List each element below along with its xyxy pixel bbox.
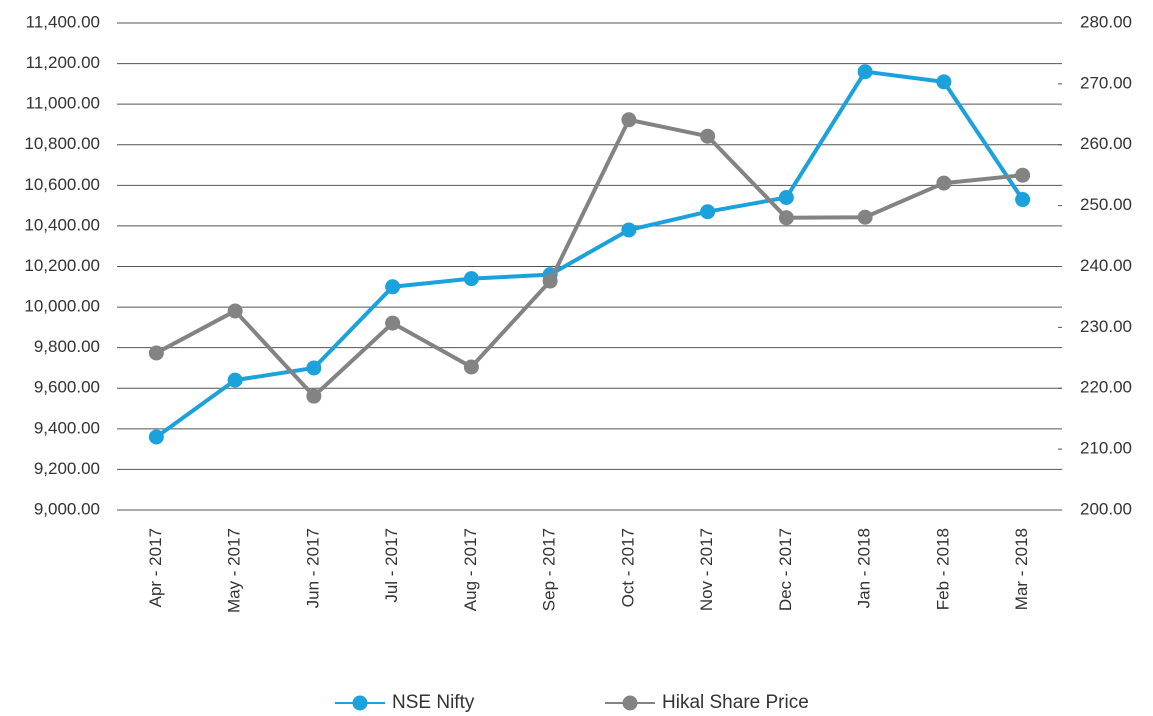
point [306,360,322,376]
point [778,210,794,226]
y2-tick-label: 240.00 [1080,256,1132,275]
point [621,112,637,128]
y2-tick-label: 250.00 [1080,195,1132,214]
legend-marker [622,695,638,711]
y-tick-label: 9,400.00 [34,418,100,437]
y-tick-label: 11,000.00 [26,94,100,113]
legend-label: Hikal Share Price [662,692,809,713]
point [148,345,164,361]
y-tick-label: 10,400.00 [24,215,100,234]
y-tick-label: 10,800.00 [24,134,100,153]
y2-tick-label: 280.00 [1080,12,1132,31]
point [385,279,401,295]
y-tick-label: 11,200.00 [26,53,100,72]
point [463,359,479,375]
y-tick-label: 10,000.00 [24,297,100,316]
point [700,128,716,144]
point [857,209,873,225]
y2-tick-label: 210.00 [1080,439,1132,458]
y-tick-label: 9,600.00 [34,378,100,397]
x-tick-label: Apr - 2017 [146,528,165,607]
point [1015,192,1031,208]
point [542,273,558,289]
x-tick-label: May - 2017 [225,528,244,613]
x-tick-label: Jan - 2018 [855,528,874,608]
x-tick-label: Nov - 2017 [697,528,716,611]
point [1015,167,1031,183]
y-tick-label: 11,400.00 [26,12,100,31]
y2-tick-label: 200.00 [1080,499,1132,518]
x-tick-label: Sep - 2017 [540,528,559,611]
point [936,175,952,191]
x-tick-label: Mar - 2018 [1012,528,1031,610]
x-tick-label: Aug - 2017 [461,528,480,611]
y-tick-label: 9,000.00 [34,499,100,518]
x-tick-label: Jun - 2017 [303,528,322,608]
point [227,303,243,319]
legend-label: NSE Nifty [392,692,475,713]
point [227,372,243,388]
x-tick-label: Dec - 2017 [776,528,795,611]
y-tick-label: 10,200.00 [24,256,100,275]
series-line [155,117,1023,399]
y-tick-label: 9,800.00 [34,337,100,356]
y-tick-label: 10,600.00 [24,175,100,194]
legend-marker [352,695,368,711]
series-line [155,69,1025,439]
x-tick-label: Feb - 2018 [933,528,952,610]
point [857,64,873,80]
point [621,222,637,238]
y2-tick-label: 230.00 [1080,317,1132,336]
point [385,315,401,331]
point [778,190,794,206]
point [463,271,479,287]
point [936,74,952,90]
point [306,388,322,404]
point [700,204,716,220]
y2-tick-label: 220.00 [1080,378,1132,397]
y2-tick-label: 260.00 [1080,134,1132,153]
x-tick-label: Oct - 2017 [618,528,637,607]
y2-tick-label: 270.00 [1080,73,1132,92]
point [148,429,164,445]
y-tick-label: 9,200.00 [34,459,100,478]
x-tick-label: Jul - 2017 [382,528,401,603]
